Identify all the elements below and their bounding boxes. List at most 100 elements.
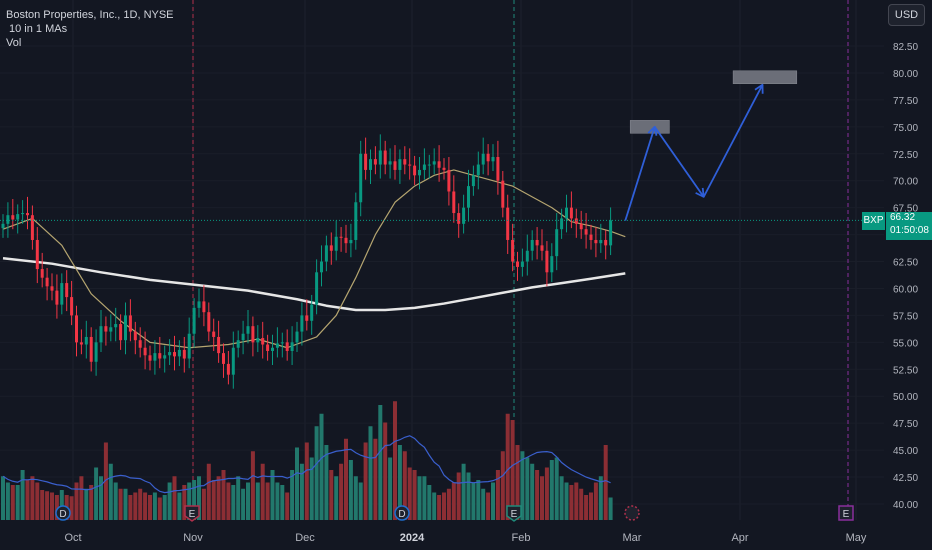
volume-bar [334,476,339,520]
candle-body [6,215,10,224]
projection-arrow [653,126,705,198]
volume-bar [314,426,319,520]
candle-body [133,331,137,341]
candle-body [119,324,123,341]
last-price-value: 66.32 [890,212,916,223]
time-tick-label: Mar [623,532,642,544]
candle-body [388,161,392,165]
time-tick-label: May [846,532,867,544]
price-tick-label: 42.50 [893,473,918,484]
volume-bar [236,476,241,520]
volume-bar [280,485,285,520]
volume-bar [172,476,177,520]
price-tick-label: 40.00 [893,500,918,511]
volume-bar [69,496,74,520]
candle-body [432,161,436,165]
volume-bar [260,463,265,520]
volume-bar [50,492,54,520]
candle-body [550,256,554,273]
volume-bar [290,470,295,520]
candle-body [354,202,358,240]
candle-body [447,169,451,192]
volume-bar [167,482,172,520]
candle-body [403,159,407,165]
price-tick-label: 57.50 [893,311,918,322]
volume-bar [383,422,388,520]
volume-bar [598,476,603,520]
candle-body [476,164,480,176]
candle-body [84,336,88,345]
volume-bar [246,482,250,520]
symbol-title[interactable]: Boston Properties, Inc., 1D, NYSE [6,9,174,21]
candle-body [30,215,34,240]
candle-body [442,167,446,170]
volume-bar [275,482,280,520]
candle-body [26,213,29,216]
volume-bar [393,401,397,520]
time-tick-label: Oct [64,532,81,544]
target-zone [732,70,798,84]
news-flash-icon [624,505,640,521]
volume-bar [157,497,162,520]
volume-bar [584,495,589,520]
candle-body [217,336,221,354]
volume-bar [388,457,393,520]
volume-bar [466,472,471,520]
candle-body [589,234,593,240]
volume-bar [559,476,564,520]
volume-bar [358,482,363,520]
candle-body [246,326,250,334]
candle-body [16,214,20,220]
volume-bar [368,426,373,520]
time-tick-label: Dec [295,532,315,544]
candle-body [226,363,230,375]
volume-bar [574,482,579,520]
volume-bar [417,476,422,520]
candle-body [604,239,608,246]
candle-body [285,342,289,351]
volume-bar [535,470,540,520]
candle-body [266,344,270,351]
volume-bar [456,472,461,520]
candle-body [153,353,157,361]
price-axis[interactable]: 82.50 80.00 77.50 75.00 72.50 70.00 67.50 62.50… [893,42,918,511]
volume-bar [211,480,216,520]
volume-bar [422,476,427,520]
currency-button[interactable]: USD [888,4,925,26]
candle-body [11,215,15,220]
candle-body [109,327,113,332]
volume-bar [324,445,329,520]
candle-body [452,191,456,214]
volume-bar [123,488,128,520]
volume-bar [94,467,99,520]
ma-indicator-label[interactable]: 10 in 1 MAs [9,23,68,35]
price-tick-label: 70.00 [893,177,918,188]
candle-body [21,213,25,215]
volume-bar [103,442,108,520]
candle-body [207,312,211,332]
volume-bar [84,488,89,520]
volume-indicator-label[interactable]: Vol [6,37,22,49]
volume-bar [265,482,270,520]
volume-bar [162,495,167,520]
price-tick-label: 82.50 [893,42,918,53]
candle-body [177,349,181,357]
price-tick-label: 60.00 [893,284,918,295]
volume-bar [5,482,10,520]
candle-body [501,180,505,208]
volume-bar [79,476,84,520]
candles [1,134,613,389]
volume-bar [59,490,64,520]
time-axis[interactable]: Oct Nov Dec 2024 Feb Mar Apr May [64,532,866,544]
volume-bar [221,470,226,520]
candle-body [525,250,529,262]
candle-body [114,324,118,328]
time-tick-label: Nov [183,532,203,544]
volume-bar [143,492,148,520]
candle-body [310,304,314,321]
candle-body [197,301,201,308]
projection-drawing[interactable] [624,70,798,221]
volume-bar [216,476,221,520]
